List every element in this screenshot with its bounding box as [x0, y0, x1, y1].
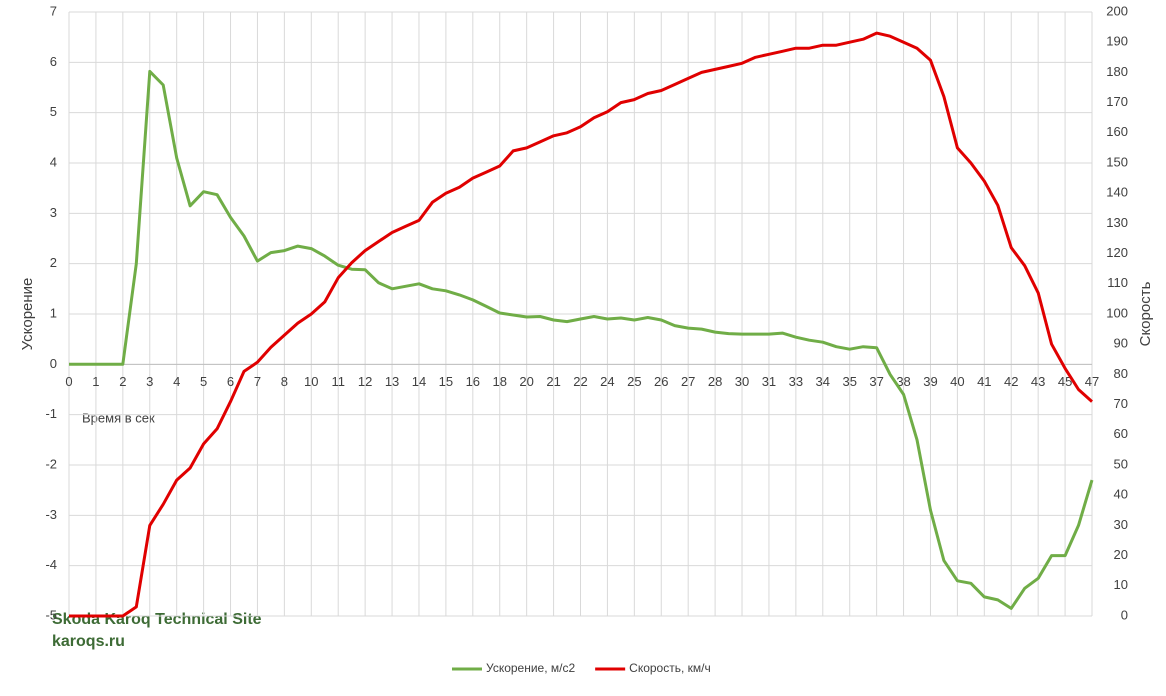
y2-tick-label: 120 — [1106, 245, 1128, 260]
line-series — [69, 69, 1094, 610]
y-tick-label: 0 — [50, 356, 57, 371]
y2-tick-label: 200 — [1106, 3, 1128, 18]
y2-tick-label: 140 — [1106, 185, 1128, 200]
x-tick-label: 26 — [654, 374, 668, 389]
x-tick-label: 15 — [439, 374, 453, 389]
y2-axis-title: Скорость — [1137, 281, 1154, 346]
y-tick-label: -3 — [45, 507, 57, 522]
y-tick-label: -5 — [45, 607, 57, 622]
x-tick-label: 47 — [1085, 374, 1099, 389]
x-tick-label: 43 — [1031, 374, 1045, 389]
y-tick-label: 3 — [50, 205, 57, 220]
y2-tick-label: 110 — [1107, 275, 1128, 290]
x-tick-label: 8 — [281, 374, 288, 389]
x-axis-title: Время в сек — [82, 410, 155, 425]
x-tick-label: 22 — [573, 374, 587, 389]
x-tick-label: 24 — [600, 374, 614, 389]
x-tick-label: 33 — [789, 374, 803, 389]
x-tick-label: 28 — [708, 374, 722, 389]
x-tick-label: 31 — [762, 374, 776, 389]
legend-label: Скорость, км/ч — [629, 661, 711, 675]
x-tick-label: 11 — [331, 374, 345, 389]
x-tick-label: 5 — [200, 374, 207, 389]
x-tick-label: 0 — [65, 374, 72, 389]
y2-tick-label: 30 — [1114, 517, 1128, 532]
y-tick-label: -4 — [45, 557, 57, 572]
y2-tick-label: 70 — [1114, 396, 1128, 411]
x-tick-label: 42 — [1004, 374, 1018, 389]
y-tick-label: 2 — [50, 255, 57, 270]
y-tick-label: 7 — [50, 3, 57, 18]
y2-tick-label: 0 — [1121, 607, 1128, 622]
y2-tick-label: 150 — [1106, 154, 1128, 169]
x-tick-label: 16 — [466, 374, 480, 389]
x-tick-label: 27 — [681, 374, 695, 389]
x-tick-label: 20 — [519, 374, 533, 389]
x-tick-label: 21 — [546, 374, 560, 389]
y-tick-label: 1 — [50, 305, 57, 320]
x-tick-label: 41 — [977, 374, 991, 389]
y2-tick-label: 160 — [1106, 124, 1128, 139]
x-tick-label: 2 — [119, 374, 126, 389]
x-tick-label: 34 — [816, 374, 830, 389]
x-tick-label: 40 — [950, 374, 964, 389]
legend-label: Ускорение, м/с2 — [486, 661, 575, 675]
y2-tick-label: 180 — [1106, 64, 1128, 79]
y2-tick-label: 40 — [1114, 487, 1128, 502]
y2-tick-label: 10 — [1114, 577, 1128, 592]
x-tick-label: 6 — [227, 374, 234, 389]
y2-tick-label: 190 — [1106, 34, 1128, 49]
y2-tick-label: 50 — [1114, 456, 1128, 471]
x-tick-label: 4 — [173, 374, 180, 389]
x-tick-label: 14 — [412, 374, 426, 389]
line-series — [69, 31, 1094, 618]
x-tick-label: 30 — [735, 374, 749, 389]
y2-tick-label: 130 — [1106, 215, 1128, 230]
x-tick-label: 38 — [896, 374, 910, 389]
y-tick-label: 6 — [50, 54, 57, 69]
x-tick-label: 39 — [923, 374, 937, 389]
x-tick-label: 13 — [385, 374, 399, 389]
x-tick-label: 45 — [1058, 374, 1072, 389]
x-tick-label: 25 — [627, 374, 641, 389]
x-tick-label: 35 — [842, 374, 856, 389]
y2-tick-label: 170 — [1106, 94, 1128, 109]
y2-tick-label: 100 — [1106, 305, 1128, 320]
y2-tick-label: 20 — [1114, 547, 1128, 562]
x-tick-label: 37 — [869, 374, 883, 389]
y-tick-label: -2 — [45, 456, 57, 471]
x-tick-label: 12 — [358, 374, 372, 389]
y-tick-label: -1 — [45, 406, 57, 421]
x-tick-label: 3 — [146, 374, 153, 389]
y-tick-label: 5 — [50, 104, 57, 119]
x-tick-label: 1 — [92, 374, 99, 389]
watermark: karoqs.ru — [52, 633, 125, 650]
y-axis-title: Ускорение — [19, 278, 36, 351]
x-tick-label: 18 — [493, 374, 507, 389]
y-tick-label: 4 — [50, 154, 57, 169]
y2-tick-label: 80 — [1114, 366, 1128, 381]
y2-tick-label: 90 — [1114, 336, 1128, 351]
y2-tick-label: 60 — [1114, 426, 1128, 441]
x-tick-label: 7 — [254, 374, 261, 389]
x-tick-label: 10 — [304, 374, 318, 389]
